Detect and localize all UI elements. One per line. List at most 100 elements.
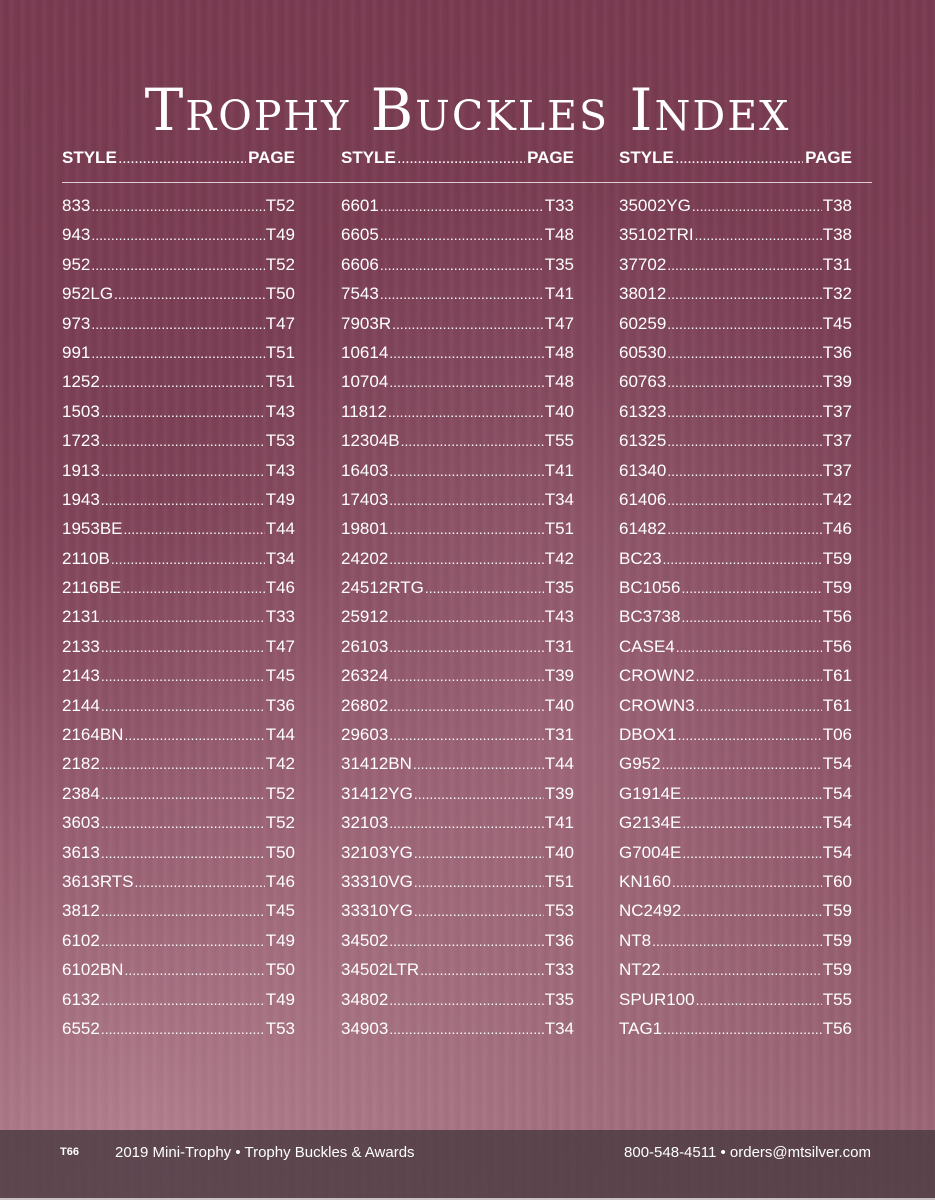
page-ref: T42 (265, 754, 295, 774)
leader-dots (389, 639, 543, 655)
index-row: 10614 T48 (341, 343, 574, 372)
page-ref: T52 (265, 783, 295, 803)
style-code: 26103 (341, 636, 389, 656)
index-row: 61406 T42 (619, 490, 852, 519)
leader-dots (662, 756, 822, 772)
index-row: 2182 T42 (62, 754, 295, 783)
leader-dots (667, 286, 821, 302)
style-code: 32103 (341, 813, 389, 833)
leader-dots (682, 815, 821, 831)
index-row: 6552 T53 (62, 1019, 295, 1048)
index-row: 6605 T48 (341, 225, 574, 254)
index-row: 6606 T35 (341, 255, 574, 284)
style-code: 6601 (341, 196, 379, 215)
style-code: 2144 (62, 695, 100, 715)
page-ref: T55 (544, 431, 574, 451)
leader-dots (389, 345, 543, 361)
style-code: 952LG (62, 284, 114, 304)
index-row: 2116BE T46 (62, 578, 295, 607)
page-ref: T60 (822, 871, 852, 891)
style-code: 6102BN (62, 960, 124, 980)
leader-dots (91, 345, 264, 361)
style-code: CROWN3 (619, 695, 695, 715)
index-row: 24512RTG T35 (341, 578, 574, 607)
style-code: BC3738 (619, 607, 681, 627)
index-row: 60763 T39 (619, 372, 852, 401)
page-ref: T56 (822, 1018, 852, 1038)
index-row: 1943 T49 (62, 490, 295, 519)
index-row: 991 T51 (62, 343, 295, 372)
leader-dots (111, 551, 265, 567)
style-code: 61323 (619, 401, 667, 421)
page-ref: T49 (265, 930, 295, 950)
leader-dots (692, 198, 822, 214)
style-code: 6132 (62, 989, 100, 1009)
index-row: 38012 T32 (619, 284, 852, 313)
style-header: STYLE (62, 148, 117, 167)
page-header: PAGE (527, 148, 574, 167)
leader-dots (676, 639, 822, 655)
style-code: NT8 (619, 930, 652, 950)
index-row: 26103 T31 (341, 637, 574, 666)
leader-dots (101, 639, 265, 655)
leader-dots (114, 286, 265, 302)
style-header: STYLE (619, 148, 674, 167)
leader-dots (662, 962, 822, 978)
leader-dots (392, 316, 544, 332)
page-ref: T46 (265, 871, 295, 891)
index-row: 16403 T41 (341, 461, 574, 490)
column-header-3: STYLE PAGE (619, 148, 852, 176)
leader-dots (389, 933, 543, 949)
style-code: 35102TRI (619, 225, 694, 245)
style-code: 943 (62, 225, 91, 245)
leader-dots (414, 845, 544, 861)
index-row: 952LG T50 (62, 284, 295, 313)
style-code: 61482 (619, 519, 667, 539)
style-code: G7004E (619, 842, 682, 862)
page-ref: T47 (265, 313, 295, 333)
leader-dots (101, 404, 265, 420)
leader-dots (389, 815, 543, 831)
page-ref: T35 (544, 254, 574, 274)
leader-dots (663, 1021, 822, 1037)
index-row: G7004E T54 (619, 843, 852, 872)
page-ref: T37 (822, 460, 852, 480)
style-code: 2110B (62, 548, 110, 568)
style-code: 2131 (62, 607, 100, 627)
index-row: 12304B T55 (341, 431, 574, 460)
leader-dots (667, 257, 821, 273)
leader-dots (681, 580, 821, 596)
style-code: 29603 (341, 725, 389, 745)
leader-dots (124, 727, 264, 743)
page-ref: T39 (822, 372, 852, 392)
style-code: 61325 (619, 431, 667, 451)
leader-dots (389, 992, 543, 1008)
page-ref: T46 (265, 578, 295, 598)
style-code: 19801 (341, 519, 389, 539)
index-row: 34802 T35 (341, 990, 574, 1019)
page-ref: T34 (544, 489, 574, 509)
style-code: 12304B (341, 431, 400, 451)
index-row: 2164BN T44 (62, 725, 295, 754)
style-code: KN160 (619, 871, 671, 891)
style-code: 32103YG (341, 842, 413, 862)
leader-dots (389, 492, 543, 508)
page-ref: T37 (822, 431, 852, 451)
index-row: 10704 T48 (341, 372, 574, 401)
leader-dots (389, 521, 543, 537)
page-ref: T54 (822, 754, 852, 774)
index-row: 6601 T33 (341, 196, 574, 225)
index-row: 2143 T45 (62, 666, 295, 695)
style-code: 973 (62, 313, 91, 333)
page-ref: T51 (265, 372, 295, 392)
index-row: 61340 T37 (619, 461, 852, 490)
style-code: SPUR100 (619, 989, 695, 1009)
leader-dots (389, 374, 543, 390)
leader-dots (672, 874, 822, 890)
style-code: 34802 (341, 989, 389, 1009)
index-row: 943 T49 (62, 225, 295, 254)
index-row: 35102TRI T38 (619, 225, 852, 254)
index-row: 32103YG T40 (341, 843, 574, 872)
style-code: 1943 (62, 489, 100, 509)
leader-dots (101, 668, 265, 684)
